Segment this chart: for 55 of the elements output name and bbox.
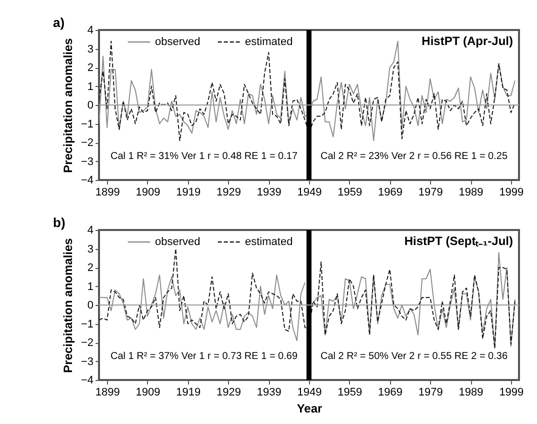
y-tick-label: −1: [80, 118, 94, 130]
x-tick-label: 1959: [338, 186, 362, 198]
x-tick-label: 1919: [176, 386, 201, 398]
y-tick-label: −3: [80, 356, 94, 368]
x-tick-label: 1899: [95, 186, 120, 198]
y-tick-label: 2: [87, 262, 94, 274]
y-tick-label: −2: [80, 137, 94, 149]
y-tick-label: −4: [80, 174, 94, 186]
y-tick-label: 3: [87, 43, 94, 56]
x-tick-label: 1949: [297, 386, 322, 398]
y-tick-label: −2: [80, 337, 94, 349]
annotation: Cal 1 R² = 37% Ver 1 r = 0.73 RE 1 = 0.69: [110, 351, 298, 362]
x-tick-label: 1969: [378, 186, 403, 198]
annotation: Cal 2 R² = 23% Ver 2 r = 0.56 RE 1 = 0.25: [320, 151, 508, 162]
x-tick-label: 1959: [338, 386, 362, 398]
legend-label: observed: [155, 236, 200, 248]
x-tick-label: 1919: [176, 186, 201, 198]
y-tick-label: 2: [87, 62, 94, 74]
annotation: Cal 2 R² = 50% Ver 2 r = 0.55 RE 2 = 0.36: [320, 351, 508, 362]
y-tick-label: −3: [80, 156, 94, 168]
x-tick-label: 1999: [499, 186, 524, 198]
x-tick-label: 1969: [378, 386, 403, 398]
x-tick-label: 1909: [136, 186, 160, 198]
x-tick-label: 1949: [297, 186, 322, 198]
y-tick-label: −4: [80, 374, 94, 386]
x-tick-label: 1989: [458, 186, 484, 198]
y-tick-label: 0: [87, 100, 94, 112]
x-tick-label: 1899: [95, 386, 120, 398]
legend-label: observed: [155, 36, 200, 48]
x-tick-label: 1979: [418, 186, 443, 198]
x-tick-label: 1929: [216, 386, 241, 398]
x-tick-label: 1909: [136, 386, 160, 398]
y-tick-label: 0: [87, 300, 94, 312]
annotation: Cal 1 R² = 31% Ver 1 r = 0.48 RE 1 = 0.17: [110, 151, 298, 162]
y-tick-label: 4: [87, 224, 94, 236]
x-tick-label: 1979: [418, 386, 443, 398]
y-tick-label: 1: [87, 280, 94, 293]
y-tick-label: 4: [87, 24, 94, 36]
text: a): [53, 15, 65, 30]
y-axis-title: Precipitation anomalies: [60, 238, 75, 373]
x-tick-label: 1989: [458, 386, 484, 398]
x-tick-label: 1929: [216, 186, 241, 198]
y-axis-title: Precipitation anomalies: [60, 38, 75, 173]
y-tick-label: 1: [87, 80, 94, 93]
y-tick-label: −1: [80, 318, 94, 330]
x-tick-label: 1999: [499, 386, 524, 398]
legend-label: estimated: [245, 36, 293, 48]
x-tick-label: 1939: [256, 386, 282, 398]
chart-title: HistPT (Septₜ₋₁-Jul): [404, 234, 513, 248]
chart-title: HistPT (Apr-Jul): [422, 34, 513, 48]
x-tick-label: 1939: [256, 186, 282, 198]
text: b): [53, 215, 66, 230]
legend-label: estimated: [245, 236, 293, 248]
y-tick-label: 3: [87, 243, 94, 256]
x-axis-title: Year: [296, 402, 323, 416]
